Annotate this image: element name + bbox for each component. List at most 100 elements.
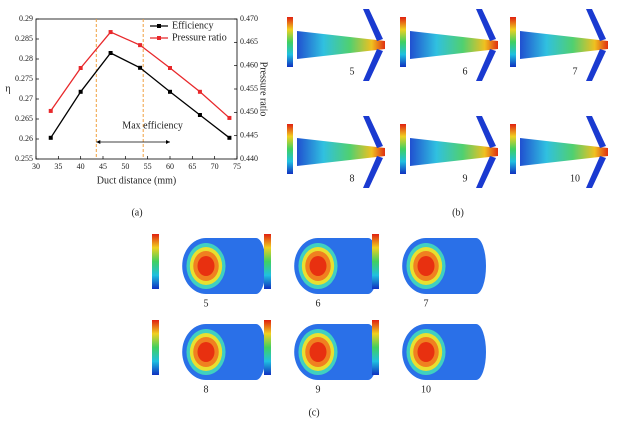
arrow-head (166, 140, 170, 144)
cylinder-end (246, 324, 266, 380)
jet-field (520, 138, 608, 166)
contour-ring (309, 256, 327, 276)
image-label: 9 (463, 173, 468, 184)
y2-tick-label: 0.445 (240, 130, 258, 139)
marker (138, 43, 143, 48)
cylinder-image: 5 (152, 234, 266, 309)
marker (227, 135, 232, 140)
y-tick-label: 0.29 (19, 14, 33, 23)
y2-tick-label: 0.440 (240, 154, 258, 163)
image-label: 10 (570, 173, 580, 184)
cylinder-image: 7 (372, 234, 486, 309)
contour-ring (417, 256, 435, 276)
cylinder-image: 10 (372, 320, 486, 395)
color-legend (264, 234, 271, 289)
x-axis-label: Duct distance (mm) (97, 175, 176, 186)
marker (108, 51, 113, 55)
x-tick-label: 65 (188, 162, 196, 171)
y-tick-label: 0.265 (15, 114, 33, 123)
image-label: 10 (421, 384, 431, 395)
contour-ring (197, 256, 215, 276)
x-tick-label: 70 (211, 162, 219, 171)
marker (168, 89, 172, 94)
color-legend (372, 320, 379, 375)
y-tick-label: 0.28 (19, 54, 33, 63)
arrow-head (96, 140, 101, 144)
color-legend (510, 124, 516, 174)
y2-tick-label: 0.470 (240, 14, 258, 23)
marker (78, 66, 83, 70)
x-tick-label: 45 (99, 162, 107, 171)
cylinder-image: 8 (152, 320, 266, 395)
nozzle (476, 116, 496, 148)
jet-field (520, 31, 608, 59)
legend-label: Pressure ratio (172, 32, 227, 43)
jet-field (410, 31, 498, 59)
x-tick-label: 35 (54, 162, 62, 171)
x-tick-label: 60 (166, 162, 174, 171)
cylinder-end (466, 324, 486, 380)
contour-image: 5 (287, 9, 385, 81)
annotation: Max efficiency (122, 120, 183, 131)
cylinder-image: 6 (264, 234, 378, 309)
nozzle (586, 156, 606, 188)
color-legend (400, 124, 406, 174)
image-label: 7 (424, 298, 429, 309)
legend-marker (157, 24, 161, 28)
contour-image: 10 (510, 116, 608, 188)
x-tick-label: 55 (144, 162, 152, 171)
cylinder-image: 9 (264, 320, 378, 395)
marker (78, 89, 83, 94)
cylinder-end (246, 238, 266, 294)
color-legend (152, 234, 159, 289)
nozzle (476, 9, 496, 41)
marker (138, 65, 143, 70)
nozzle (586, 116, 606, 148)
x-tick-label: 75 (233, 162, 241, 171)
color-legend (372, 234, 379, 289)
nozzle (363, 156, 383, 188)
y-tick-label: 0.285 (15, 34, 33, 43)
image-label: 9 (316, 384, 321, 395)
cylinder-end (466, 238, 486, 294)
contour-image: 8 (287, 116, 385, 188)
y-tick-label: 0.255 (15, 154, 33, 163)
contour-image: 7 (510, 9, 608, 81)
y-tick-label: 0.26 (19, 134, 33, 143)
image-label: 7 (573, 66, 578, 77)
marker (168, 66, 172, 70)
color-legend (152, 320, 159, 375)
color-legend (400, 17, 406, 67)
image-label: 5 (350, 66, 355, 77)
legend-marker (157, 36, 161, 40)
nozzle (363, 116, 383, 148)
marker (197, 113, 202, 117)
color-legend (287, 124, 293, 174)
y2-axis-label: Pressure ratio (258, 62, 269, 117)
x-tick-label: 30 (32, 162, 40, 171)
contour-ring (197, 342, 215, 362)
y-tick-label: 0.27 (19, 94, 33, 103)
jet-field (297, 138, 385, 166)
panel-label: (c) (308, 407, 319, 418)
contour-image: 6 (400, 9, 498, 81)
jet-field (410, 138, 498, 166)
nozzle (476, 156, 496, 188)
image-label: 8 (350, 173, 355, 184)
panel-label: (b) (452, 207, 464, 218)
contour-image: 9 (400, 116, 498, 188)
image-label: 8 (204, 384, 209, 395)
color-legend (264, 320, 271, 375)
y2-tick-label: 0.460 (240, 60, 258, 69)
marker (48, 135, 53, 140)
marker (48, 108, 53, 113)
jet-field (297, 31, 385, 59)
nozzle (363, 9, 383, 41)
image-label: 6 (463, 66, 468, 77)
color-legend (510, 17, 516, 67)
y2-tick-label: 0.450 (240, 107, 258, 116)
panel-label: (a) (131, 207, 142, 218)
marker (197, 89, 202, 94)
legend-label: Efficiency (172, 20, 213, 31)
